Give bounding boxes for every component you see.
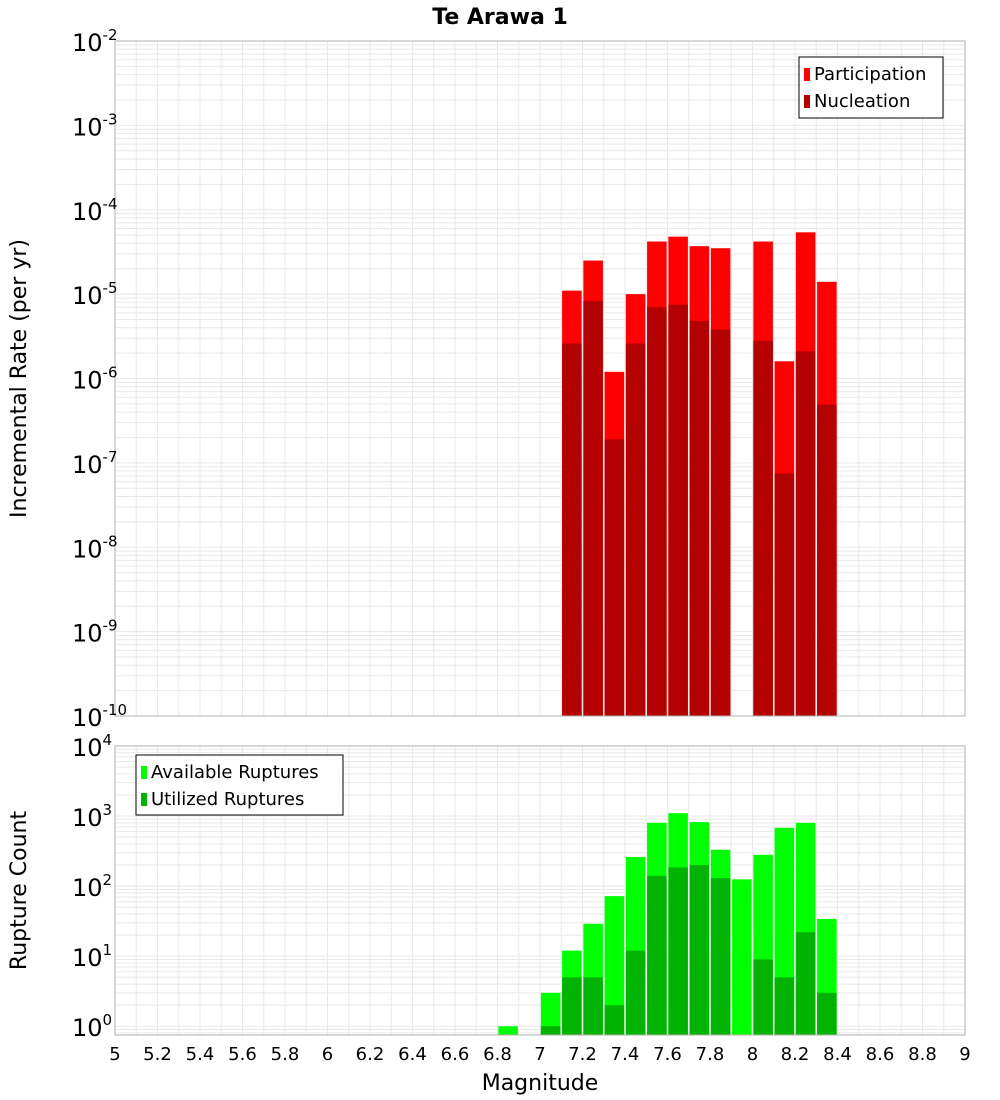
x-tick-label: 6.2 — [356, 1044, 385, 1065]
bar-overlay-nucleation — [753, 340, 773, 716]
x-axis-label: Magnitude — [482, 1071, 599, 1096]
y-tick-label: 10-8 — [72, 532, 118, 563]
chart-title: Te Arawa 1 — [432, 5, 568, 30]
x-tick-label: 5.8 — [271, 1044, 300, 1065]
x-tick-label: 6.8 — [483, 1044, 512, 1065]
x-tick-label: 8 — [747, 1044, 758, 1065]
legend-swatch — [804, 68, 810, 81]
bar-overlay-utilized-ruptures — [753, 959, 773, 1035]
bar-overlay-utilized-ruptures — [817, 992, 837, 1035]
bar-overlay-utilized-ruptures — [668, 867, 688, 1035]
x-tick-label: 7.8 — [696, 1044, 725, 1065]
y-tick-label: 10-10 — [72, 701, 127, 732]
y-tick-label: 102 — [72, 871, 112, 902]
bottom-plot-y-ticks: 100 101 102 103 104 — [72, 731, 112, 1042]
legend-label: Participation — [814, 64, 926, 85]
bar-overlay-utilized-ruptures — [689, 865, 710, 1035]
top-plot-grid — [114, 40, 966, 717]
bar-overlay-nucleation — [710, 329, 731, 716]
top-plot-legend: Participation Nucleation — [798, 56, 944, 119]
x-tick-label: 8.6 — [866, 1044, 895, 1065]
legend-swatch — [141, 793, 147, 806]
x-axis-ticks: 5 5.2 5.4 5.6 5.8 6 6.2 6.4 6.6 6.8 7 7.2 7.4 7.6 7.8 8… — [109, 1044, 970, 1065]
y-tick-label: 10-4 — [72, 195, 118, 226]
top-plot-bars — [562, 232, 837, 717]
bottom-plot-legend: Available Ruptures Utilized Ruptures — [135, 754, 344, 816]
x-tick-label: 7.6 — [653, 1044, 682, 1065]
legend-label: Available Ruptures — [151, 762, 319, 783]
bar-overlay-utilized-ruptures — [583, 977, 603, 1035]
y-tick-label: 10-9 — [72, 617, 118, 648]
y-tick-label: 10-5 — [72, 279, 118, 310]
legend-label: Utilized Ruptures — [151, 789, 304, 810]
y-tick-label: 103 — [72, 801, 112, 832]
x-tick-label: 8.2 — [781, 1044, 810, 1065]
bar-overlay-utilized-ruptures — [774, 977, 795, 1035]
bottom-plot-bars — [498, 813, 837, 1035]
x-tick-label: 6.6 — [441, 1044, 470, 1065]
bar-overlay-utilized-ruptures — [562, 977, 582, 1035]
x-tick-label: 5.2 — [143, 1044, 172, 1065]
legend-swatch — [804, 95, 810, 108]
y-tick-label: 100 — [72, 1011, 112, 1042]
top-plot-frame — [114, 40, 966, 717]
bar-available-ruptures — [540, 992, 561, 1035]
x-tick-label: 6.4 — [398, 1044, 427, 1065]
bar-overlay-nucleation — [689, 321, 710, 716]
bar-overlay-utilized-ruptures — [710, 878, 731, 1035]
x-tick-label: 8.4 — [823, 1044, 852, 1065]
bar-overlay-nucleation — [604, 439, 625, 716]
legend-label: Nucleation — [814, 91, 910, 112]
x-tick-label: 9 — [959, 1044, 970, 1065]
top-plot-y-ticks: 10-10 10-9 10-8 10-7 10-6 10-5 10-4 10-3 10-2 — [72, 26, 127, 732]
top-y-axis-label: Incremental Rate (per yr) — [7, 239, 32, 518]
x-tick-label: 5.4 — [186, 1044, 215, 1065]
x-tick-label: 5 — [109, 1044, 120, 1065]
bar-overlay-nucleation — [562, 343, 582, 716]
bar-available-ruptures — [604, 896, 625, 1035]
x-tick-label: 7 — [534, 1044, 545, 1065]
y-tick-label: 10-6 — [72, 364, 118, 395]
bar-overlay-nucleation — [817, 404, 837, 716]
bar-overlay-nucleation — [774, 473, 795, 716]
x-tick-label: 6 — [322, 1044, 333, 1065]
bar-overlay-nucleation — [647, 307, 667, 716]
bar-overlay-nucleation — [625, 343, 646, 716]
legend-box — [798, 56, 944, 119]
bottom-plot-frame — [114, 745, 966, 1036]
bar-overlay-nucleation — [795, 351, 816, 716]
x-tick-label: 5.6 — [228, 1044, 257, 1065]
bar-overlay-nucleation — [583, 300, 603, 716]
y-tick-label: 10-7 — [72, 448, 118, 479]
x-tick-label: 7.2 — [568, 1044, 597, 1065]
bar-available-ruptures — [732, 879, 752, 1035]
bottom-y-axis-label: Rupture Count — [7, 811, 32, 971]
x-tick-label: 8.8 — [908, 1044, 937, 1065]
y-tick-label: 104 — [72, 731, 112, 762]
bar-overlay-utilized-ruptures — [647, 875, 667, 1035]
legend-box — [135, 754, 344, 816]
y-tick-label: 10-2 — [72, 26, 118, 57]
y-tick-label: 101 — [72, 941, 112, 972]
y-tick-label: 10-3 — [72, 110, 118, 141]
bar-available-ruptures — [498, 1026, 518, 1035]
bar-overlay-utilized-ruptures — [604, 1005, 625, 1035]
bar-overlay-utilized-ruptures — [625, 950, 646, 1035]
legend-swatch — [141, 766, 147, 779]
bar-overlay-utilized-ruptures — [540, 1026, 561, 1035]
x-tick-label: 7.4 — [611, 1044, 640, 1065]
bar-overlay-nucleation — [668, 304, 688, 716]
bar-overlay-utilized-ruptures — [795, 932, 816, 1035]
